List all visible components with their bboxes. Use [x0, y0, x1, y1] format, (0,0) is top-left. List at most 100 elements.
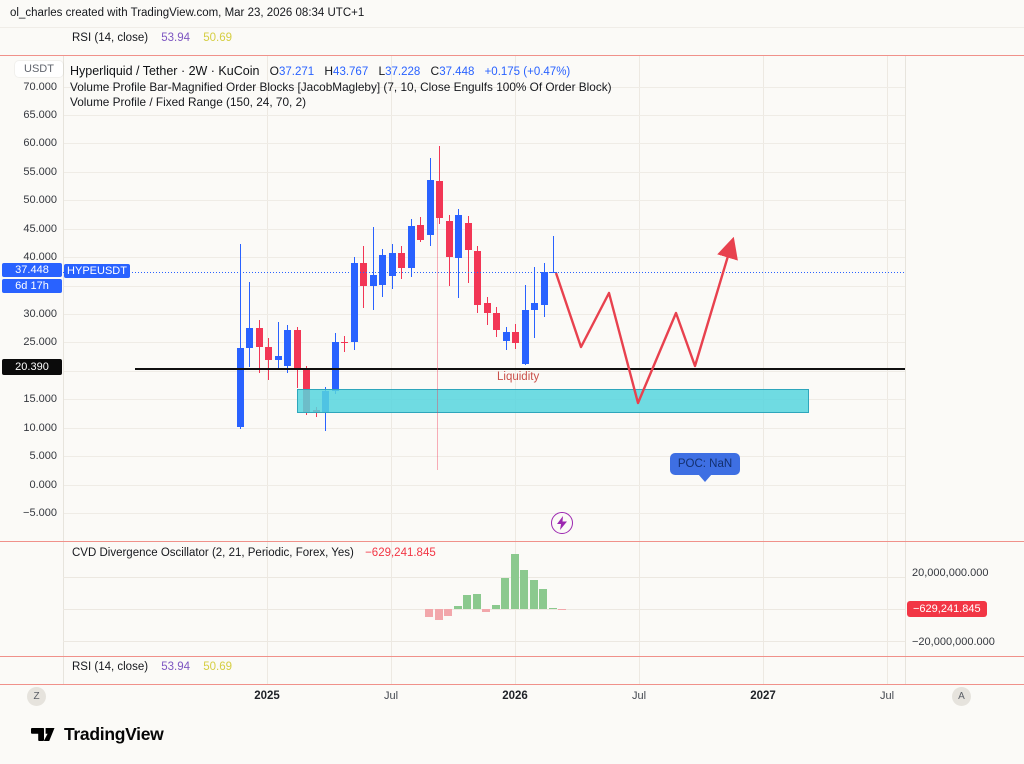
candle-wick — [249, 282, 250, 367]
candle-body — [521, 310, 529, 364]
symbol-name-tag[interactable]: HYPEUSDT — [64, 264, 130, 278]
price-axis-label: 0.000 — [29, 478, 57, 491]
price-axis-label: 5.000 — [29, 450, 57, 463]
price-axis-label: 45.000 — [23, 222, 57, 235]
price-axis-label: 70.000 — [23, 80, 57, 93]
price-axis-label: 55.000 — [23, 165, 57, 178]
cvd-value-tag: −629,241.845 — [907, 601, 987, 617]
candle-body — [512, 331, 519, 343]
candle-body — [398, 253, 405, 268]
vertical-gridline — [391, 56, 392, 684]
high-value: 43.767 — [333, 66, 369, 78]
candle-body — [369, 274, 377, 287]
close-value: 37.448 — [439, 66, 475, 78]
horizontal-level-line[interactable] — [135, 368, 905, 370]
last-price-axis-tag[interactable]: 37.448 — [2, 263, 62, 277]
price-axis-label: 40.000 — [23, 251, 57, 264]
symbol-title[interactable]: Hyperliquid / Tether · 2W · KuCoin — [70, 64, 260, 78]
divider — [0, 27, 1024, 28]
liquidity-annotation[interactable]: Liquidity — [497, 371, 540, 383]
candle-wick — [534, 266, 535, 339]
candle-body — [474, 251, 481, 305]
cvd-gridline — [63, 577, 905, 578]
horizontal-gridline — [63, 512, 905, 514]
cvd-bar-negative — [444, 609, 452, 616]
time-axis-separator — [0, 684, 1024, 685]
candle-body — [379, 254, 386, 285]
pane-separator — [0, 541, 1024, 542]
price-axis-label: 60.000 — [23, 137, 57, 150]
candle-body — [350, 262, 358, 343]
candle-wick — [553, 235, 554, 273]
candle-body — [284, 329, 291, 367]
time-axis-label: 2027 — [750, 690, 776, 702]
tradingview-logo-icon — [31, 728, 55, 741]
open-value: 37.271 — [278, 66, 315, 78]
cvd-axis-high: 20,000,000.000 — [912, 567, 989, 579]
horizontal-gridline — [63, 427, 905, 429]
cvd-gridline — [63, 641, 905, 642]
right-axis-border — [905, 56, 906, 684]
time-axis-label: 2025 — [254, 690, 280, 702]
candle-body — [246, 328, 253, 349]
candle-body — [360, 262, 367, 287]
level-price-tag[interactable]: 20.390 — [2, 359, 62, 375]
candle-body — [531, 303, 538, 310]
candle-body — [388, 253, 396, 276]
horizontal-gridline — [63, 456, 905, 458]
candle-body — [493, 312, 500, 330]
horizontal-gridline — [63, 285, 905, 287]
horizontal-gridline — [63, 228, 905, 230]
cvd-bar-negative — [425, 609, 433, 618]
candle-body — [265, 346, 272, 361]
candle-wick — [277, 321, 279, 371]
cvd-value: −629,241.845 — [365, 547, 436, 559]
horizontal-gridline — [63, 115, 905, 117]
rsi-bottom-ma-value: 50.69 — [203, 661, 233, 673]
candle-wick — [372, 227, 374, 311]
cvd-bar-positive — [472, 593, 481, 609]
cvd-legend[interactable]: CVD Divergence Oscillator (2, 21, Period… — [72, 547, 436, 559]
vertical-gridline — [763, 56, 764, 684]
indicator-legend-order-blocks[interactable]: Volume Profile Bar-Magnified Order Block… — [70, 80, 612, 94]
price-axis-label: 30.000 — [23, 308, 57, 320]
tradingview-logo[interactable]: TradingView — [30, 721, 164, 748]
candle-body — [236, 348, 244, 427]
rsi-bottom-legend[interactable]: RSI (14, close) 53.94 50.69 — [72, 661, 232, 673]
liquidity-zone-rectangle[interactable] — [297, 389, 809, 413]
cvd-bar-negative — [434, 609, 443, 620]
cvd-bar-positive — [529, 580, 538, 609]
price-axis-label: 10.000 — [23, 421, 57, 434]
candle-body — [540, 271, 548, 305]
poc-label[interactable]: POC: NaN — [670, 453, 740, 482]
auto-scale-button[interactable]: A — [952, 687, 971, 706]
pane-separator — [0, 656, 1024, 657]
rsi-top-legend[interactable]: RSI (14, close) 53.94 50.69 — [72, 32, 232, 44]
rsi-top-label: RSI (14, close) — [72, 32, 149, 44]
symbol-legend[interactable]: Hyperliquid / Tether · 2W · KuCoin O37.2… — [70, 64, 570, 78]
time-axis-label: Jul — [631, 690, 647, 702]
vertical-gridline — [515, 56, 516, 684]
cvd-bar-negative — [482, 609, 490, 613]
rsi-bottom-value: 53.94 — [161, 661, 191, 673]
scroll-left-button[interactable]: Z — [27, 687, 46, 706]
horizontal-gridline — [63, 314, 905, 315]
lightning-bolt-icon[interactable] — [551, 512, 573, 534]
candle-body — [426, 179, 434, 235]
rsi-bottom-label: RSI (14, close) — [72, 661, 149, 673]
cvd-label: CVD Divergence Oscillator (2, 21, Period… — [72, 547, 354, 559]
price-axis-label: −5.000 — [23, 506, 57, 519]
cvd-bar-positive — [501, 578, 509, 609]
candle-body — [331, 341, 339, 391]
candle-body — [464, 223, 472, 250]
indicator-legend-volume-profile[interactable]: Volume Profile / Fixed Range (150, 24, 7… — [70, 95, 307, 109]
candle-body — [455, 215, 462, 259]
countdown-tag: 6d 17h — [2, 279, 62, 293]
cvd-bar-positive — [453, 605, 462, 609]
horizontal-gridline — [63, 143, 905, 145]
price-axis-label: 65.000 — [23, 109, 57, 122]
close-letter: C — [430, 64, 440, 78]
axis-currency-chip[interactable]: USDT — [15, 61, 63, 77]
price-axis-label: 25.000 — [23, 336, 57, 349]
